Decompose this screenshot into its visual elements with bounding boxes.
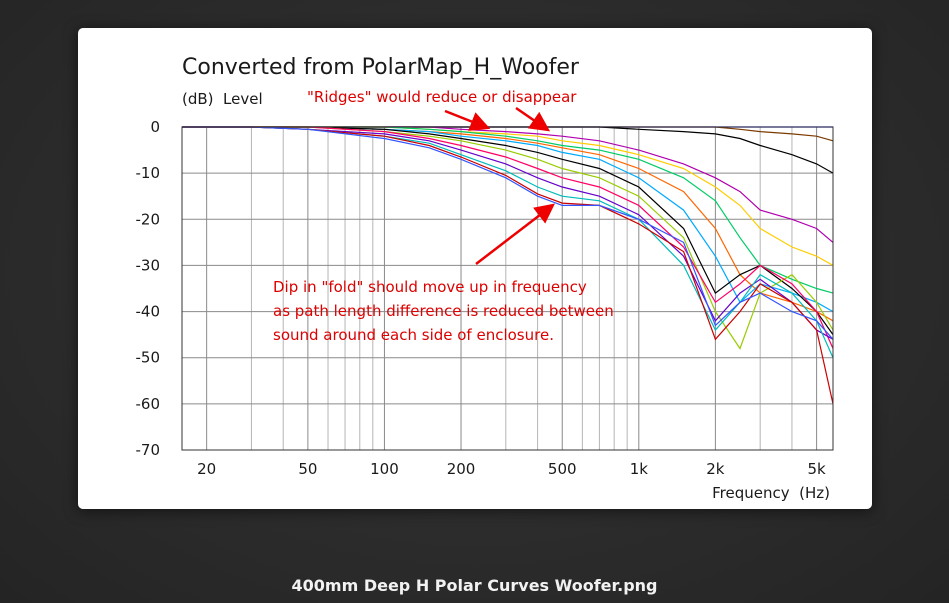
image-caption: 400mm Deep H Polar Curves Woofer.png [291,576,658,595]
annotations: "Ridges" would reduce or disappear Dip i… [273,88,614,344]
polar-response-chart: Converted from PolarMap_H_Woofer (dB) Le… [136,55,834,502]
plot-frame [181,126,834,451]
annotation-dip-line-3: sound around each side of enclosure. [273,326,554,344]
y-tick-label: -50 [136,349,161,367]
y-tick-label: -70 [136,441,161,459]
chart-title: Converted from PolarMap_H_Woofer [182,55,580,80]
y-tick-label: 0 [150,118,160,136]
image-card: Converted from PolarMap_H_Woofer (dB) Le… [78,28,872,509]
y-tick-label: -30 [136,256,161,274]
y-tick-labels: 0 -10 -20 -30 -40 -50 -60 -70 [136,118,161,459]
x-tick-label: 20 [197,460,216,478]
annotation-dip-line-1: Dip in "fold" should move up in frequenc… [273,278,587,296]
y-tick-label: -60 [136,395,161,413]
x-tick-label: 200 [447,460,476,478]
series-line-4 [182,126,834,243]
y-tick-label: -20 [136,210,161,228]
x-tick-label: 50 [298,460,317,478]
x-tick-label: 5k [807,460,826,478]
annotation-arrow-ridge-2 [515,106,551,132]
series-line-6 [182,126,834,294]
annotation-arrow-ridge-1 [444,109,491,131]
series-line-12 [182,126,834,340]
x-tick-label: 100 [370,460,399,478]
y-tick-label: -40 [136,303,161,321]
x-tick-label: 500 [548,460,577,478]
annotation-arrow-fold [475,203,555,265]
x-axis-label: Frequency (Hz) [712,484,830,502]
series-line-13 [182,126,834,358]
series-line-15 [182,126,834,340]
series-line-9 [182,126,834,335]
x-tick-labels: 20 50 100 200 500 1k 2k 5k [197,460,826,478]
series-line-14 [182,126,834,405]
annotation-dip-line-2: as path length difference is reduced bet… [273,302,614,320]
y-axis-label: (dB) Level [182,90,263,108]
x-tick-label: 1k [630,460,649,478]
x-tick-label: 2k [706,460,725,478]
series-line-5 [182,126,834,266]
series-line-11 [182,126,834,349]
annotation-ridges: "Ridges" would reduce or disappear [307,88,577,106]
y-tick-label: -10 [136,164,161,182]
